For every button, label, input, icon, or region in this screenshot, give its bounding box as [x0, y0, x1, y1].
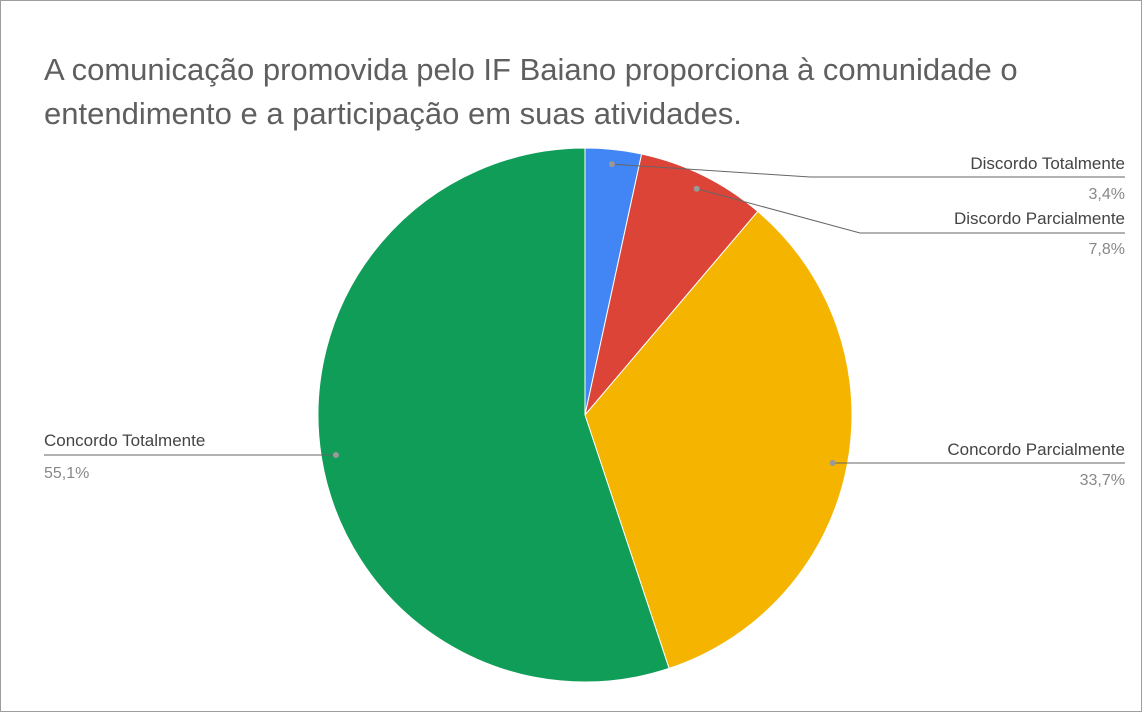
slice-label: Discordo Parcialmente: [954, 209, 1125, 228]
slice-label: Discordo Totalmente: [970, 154, 1125, 173]
leader-dot: [332, 452, 339, 458]
slice-value-label: 3,4%: [1089, 186, 1125, 203]
leader-line: [696, 188, 1125, 234]
leader-dot: [608, 161, 615, 168]
slice-label: Concordo Totalmente: [44, 431, 205, 450]
slice-label: Concordo Parcialmente: [947, 440, 1125, 459]
leader-dot: [829, 460, 836, 466]
slice-value-label: 33,7%: [1080, 472, 1125, 489]
leader-line: [611, 163, 1125, 178]
pie: [317, 147, 853, 683]
pie-slice: [584, 210, 853, 670]
pie-slice: [584, 153, 759, 416]
pie-slice: [317, 147, 670, 683]
slice-value-label: 55,1%: [44, 465, 89, 482]
leader-dot: [693, 185, 700, 192]
slice-value-label: 7,8%: [1089, 241, 1125, 258]
chart-title: A comunicação promovida pelo IF Baiano p…: [44, 52, 1026, 131]
